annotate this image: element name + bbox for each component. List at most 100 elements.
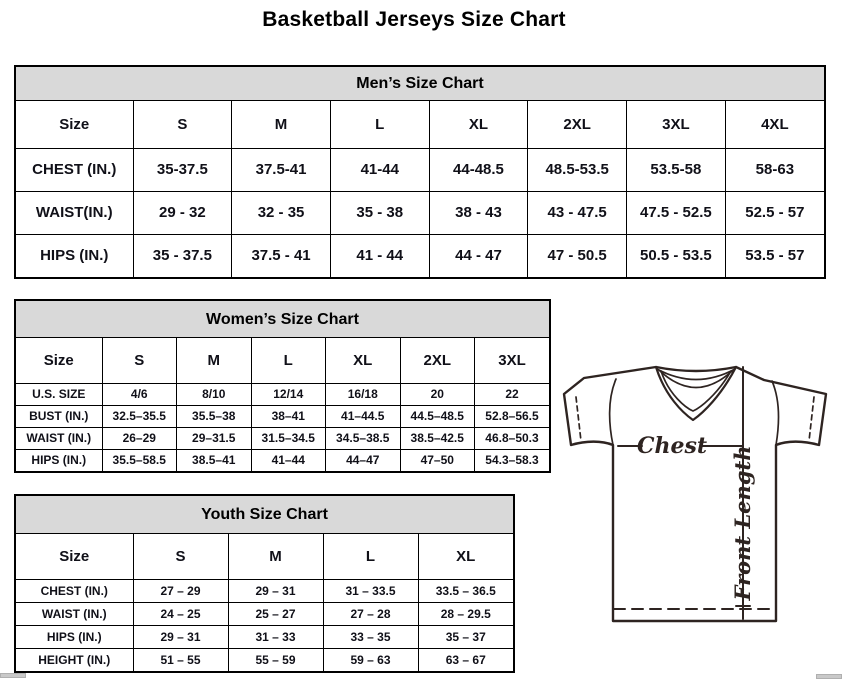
size-column-header: 2XL bbox=[527, 101, 628, 149]
measurement-value-cell: 35.5–38 bbox=[176, 404, 252, 428]
size-column-header: XL bbox=[417, 534, 513, 580]
womens-size-chart: Women’s Size Chart Size S M L XL 2XL 3XL U.S. S… bbox=[14, 299, 551, 473]
size-column-header: 2XL bbox=[399, 338, 475, 384]
womens-chart-title: Women’s Size Chart bbox=[16, 301, 549, 338]
measurement-value-cell: 50.5 - 53.5 bbox=[626, 233, 726, 277]
row-label-cell: BUST (IN.) bbox=[16, 404, 103, 428]
measurement-value-cell: 37.5-41 bbox=[231, 147, 331, 192]
size-column-header: L bbox=[329, 101, 430, 149]
measurement-row: WAIST (IN.) 24 – 25 25 – 27 27 – 28 28 – 29.… bbox=[16, 601, 513, 626]
size-label-cell: Size bbox=[16, 338, 103, 384]
measurement-value-cell: 34.5–38.5 bbox=[325, 426, 401, 450]
size-column-header: M bbox=[227, 534, 324, 580]
size-column-header: S bbox=[132, 534, 229, 580]
measurement-value-cell: 47–50 bbox=[399, 448, 475, 471]
measurement-value-cell: 46.8–50.3 bbox=[474, 426, 549, 450]
measurement-value-cell: 52.5 - 57 bbox=[724, 190, 824, 235]
size-column-header: L bbox=[322, 534, 419, 580]
mens-size-chart: Men’s Size Chart Size S M L XL 2XL 3XL 4XL CHEST… bbox=[14, 65, 826, 279]
right-armhole-seam bbox=[771, 380, 780, 446]
measurement-value-cell: 53.5-58 bbox=[626, 147, 726, 192]
measurement-value-cell: 58-63 bbox=[724, 147, 824, 192]
row-label-cell: U.S. SIZE bbox=[16, 382, 103, 406]
youth-size-chart: Youth Size Chart Size S M L XL CHEST (IN.) 27 … bbox=[14, 494, 515, 673]
measurement-value-cell: 29 – 31 bbox=[132, 624, 229, 649]
right-cuff-dashed-line bbox=[808, 396, 815, 442]
size-header-row: Size S M L XL bbox=[16, 534, 513, 580]
measurement-value-cell: 38–41 bbox=[250, 404, 326, 428]
measurement-value-cell: 41-44 bbox=[329, 147, 430, 192]
measurement-row: HIPS (IN.) 35.5–58.5 38.5–41 41–44 44–47 47–5… bbox=[16, 448, 549, 471]
measurement-row: HEIGHT (IN.) 51 – 55 55 – 59 59 – 63 63 – 67 bbox=[16, 647, 513, 671]
measurement-row: CHEST (IN.) 27 – 29 29 – 31 31 – 33.5 33.5 –… bbox=[16, 578, 513, 603]
jersey-outline bbox=[562, 365, 828, 623]
measurement-value-cell: 26–29 bbox=[101, 426, 177, 450]
measurement-value-cell: 29 - 32 bbox=[132, 190, 233, 235]
measurement-value-cell: 35-37.5 bbox=[132, 147, 233, 192]
collar-band-arc-1 bbox=[656, 368, 736, 381]
measurement-value-cell: 41–44 bbox=[250, 448, 326, 471]
measurement-value-cell: 29 – 31 bbox=[227, 578, 324, 603]
measurement-value-cell: 51 – 55 bbox=[132, 647, 229, 671]
measurement-value-cell: 35 – 37 bbox=[417, 624, 513, 649]
size-column-header: 3XL bbox=[474, 338, 549, 384]
measurement-value-cell: 41 - 44 bbox=[329, 233, 430, 277]
row-label-cell: CHEST (IN.) bbox=[16, 578, 134, 603]
measurement-row: HIPS (IN.) 29 – 31 31 – 33 33 – 35 35 – 37 bbox=[16, 624, 513, 649]
measurement-value-cell: 32.5–35.5 bbox=[101, 404, 177, 428]
size-column-header: XL bbox=[428, 101, 529, 149]
measurement-value-cell: 38 - 43 bbox=[428, 190, 529, 235]
row-label-cell: HEIGHT (IN.) bbox=[16, 647, 134, 671]
measurement-value-cell: 8/10 bbox=[176, 382, 252, 406]
measurement-value-cell: 44.5–48.5 bbox=[399, 404, 475, 428]
measurement-value-cell: 16/18 bbox=[325, 382, 401, 406]
measurement-value-cell: 63 – 67 bbox=[417, 647, 513, 671]
measurement-value-cell: 31 – 33.5 bbox=[322, 578, 419, 603]
measurement-value-cell: 32 - 35 bbox=[231, 190, 331, 235]
measurement-value-cell: 35.5–58.5 bbox=[101, 448, 177, 471]
size-column-header: 3XL bbox=[626, 101, 726, 149]
measurement-value-cell: 52.8–56.5 bbox=[474, 404, 549, 428]
size-label-cell: Size bbox=[16, 534, 134, 580]
measurement-row: CHEST (IN.) 35-37.5 37.5-41 41-44 44-48.5 48.… bbox=[16, 147, 824, 192]
measurement-row: HIPS (IN.) 35 - 37.5 37.5 - 41 41 - 44 44 - … bbox=[16, 233, 824, 277]
measurement-value-cell: 53.5 - 57 bbox=[724, 233, 824, 277]
measurement-value-cell: 41–44.5 bbox=[325, 404, 401, 428]
horizontal-scrollbar-fragment-right[interactable] bbox=[816, 674, 842, 679]
measurement-value-cell: 24 – 25 bbox=[132, 601, 229, 626]
row-label-cell: WAIST (IN.) bbox=[16, 601, 134, 626]
measurement-value-cell: 38.5–42.5 bbox=[399, 426, 475, 450]
measurement-value-cell: 38.5–41 bbox=[176, 448, 252, 471]
vneck-outer bbox=[654, 365, 738, 422]
page-title: Basketball Jerseys Size Chart bbox=[262, 8, 566, 31]
measurement-value-cell: 27 – 29 bbox=[132, 578, 229, 603]
size-column-header: L bbox=[250, 338, 326, 384]
size-header-row: Size S M L XL 2XL 3XL 4XL bbox=[16, 101, 824, 149]
size-label-cell: Size bbox=[16, 101, 134, 149]
horizontal-scrollbar-fragment-left[interactable] bbox=[0, 673, 26, 678]
measurement-value-cell: 55 – 59 bbox=[227, 647, 324, 671]
measurement-value-cell: 48.5-53.5 bbox=[527, 147, 628, 192]
measurement-value-cell: 47 - 50.5 bbox=[527, 233, 628, 277]
measurement-value-cell: 28 – 29.5 bbox=[417, 601, 513, 626]
size-column-header: S bbox=[101, 338, 177, 384]
measurement-value-cell: 31 – 33 bbox=[227, 624, 324, 649]
measurement-value-cell: 44-48.5 bbox=[428, 147, 529, 192]
measurement-value-cell: 33 – 35 bbox=[322, 624, 419, 649]
left-cuff-dashed-line bbox=[575, 396, 582, 442]
size-column-header: S bbox=[132, 101, 233, 149]
row-label-cell: HIPS (IN.) bbox=[16, 624, 134, 649]
size-header-row: Size S M L XL 2XL 3XL bbox=[16, 338, 549, 384]
row-label-cell: WAIST(IN.) bbox=[16, 190, 134, 235]
youth-size-table: Size S M L XL CHEST (IN.) 27 – 29 29 – 31 31 – 3… bbox=[16, 534, 513, 671]
measurement-value-cell: 4/6 bbox=[101, 382, 177, 406]
row-label-cell: WAIST (IN.) bbox=[16, 426, 103, 450]
mens-chart-title: Men’s Size Chart bbox=[16, 67, 824, 101]
measurement-value-cell: 22 bbox=[474, 382, 549, 406]
chest-label: Chest bbox=[637, 433, 707, 459]
measurement-row: WAIST (IN.) 26–29 29–31.5 31.5–34.5 34.5–38.… bbox=[16, 426, 549, 450]
jersey-measurement-diagram: Chest Front Length bbox=[550, 350, 842, 655]
measurement-value-cell: 47.5 - 52.5 bbox=[626, 190, 726, 235]
collar-band-arc-2 bbox=[659, 370, 733, 389]
size-column-header: XL bbox=[325, 338, 401, 384]
